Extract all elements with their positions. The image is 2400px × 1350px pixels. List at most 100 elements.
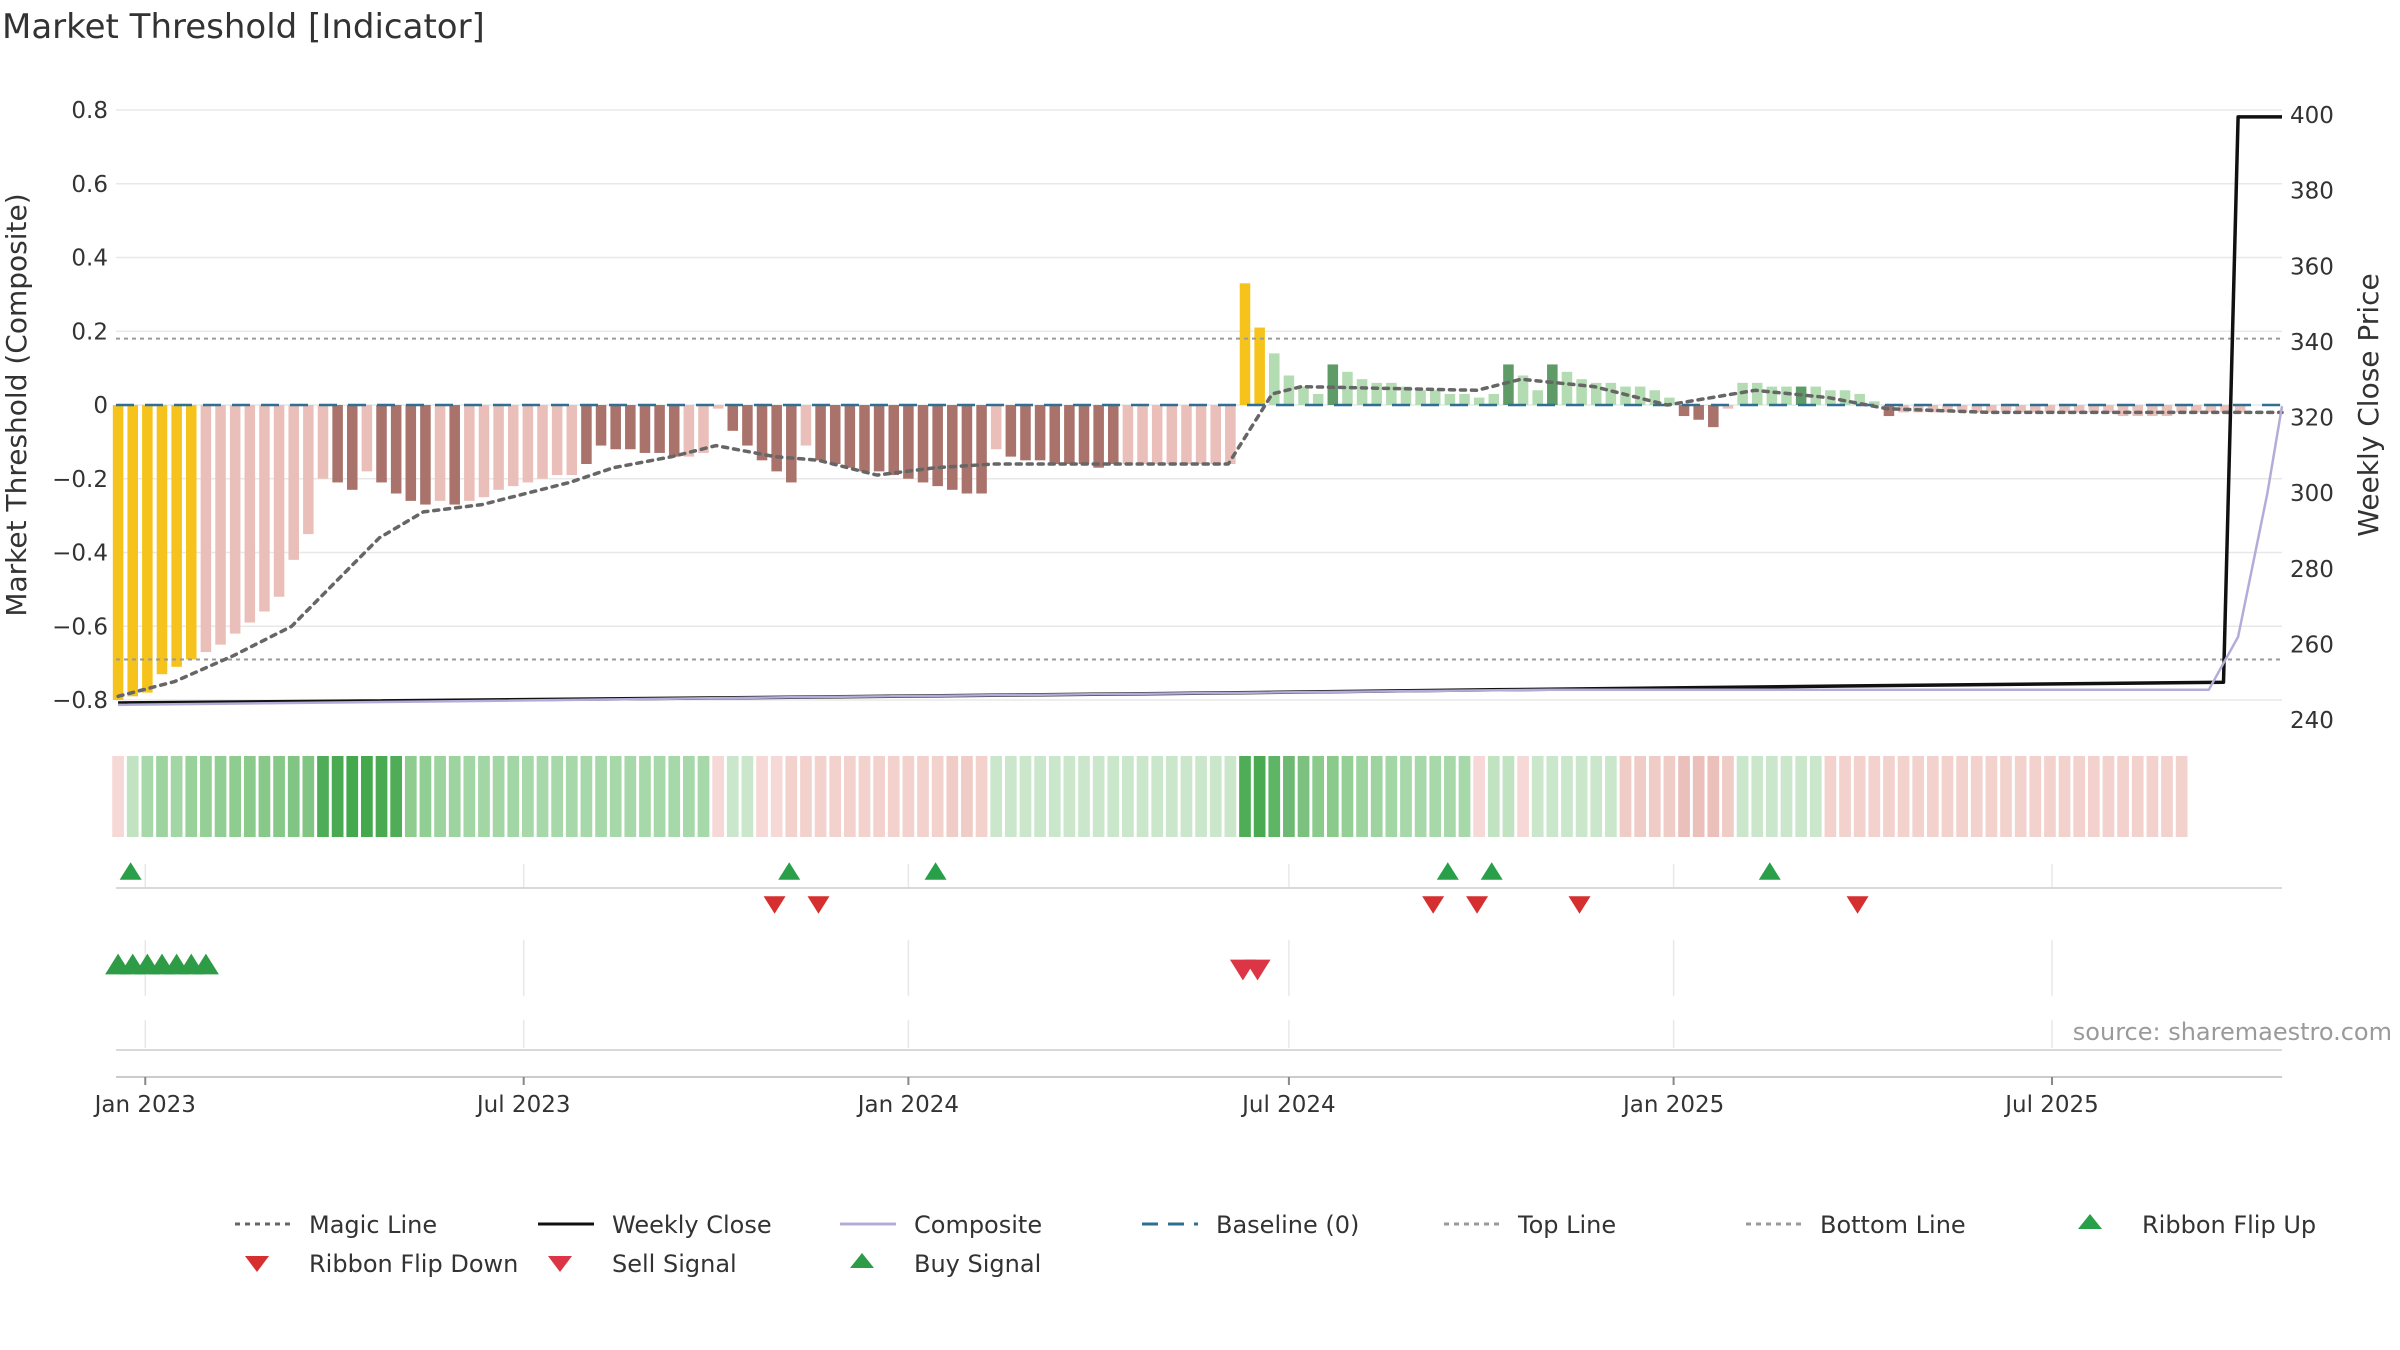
sell-signal-marker xyxy=(1244,959,1271,981)
ribbon-segment xyxy=(1634,756,1646,837)
ribbon-segment xyxy=(1663,756,1676,837)
legend-item-bottom-line: Bottom Line xyxy=(1746,1211,1966,1239)
composite-bar xyxy=(551,405,563,476)
composite-bar xyxy=(2205,405,2217,413)
composite-bar xyxy=(405,405,417,501)
ribbon-segment xyxy=(478,756,490,837)
ribbon-segment xyxy=(361,756,373,837)
ribbon-segment xyxy=(1590,756,1603,837)
composite-bar xyxy=(932,405,943,487)
ribbon-flip-down-marker xyxy=(807,896,830,914)
composite-bar xyxy=(346,405,358,490)
ribbon-segment xyxy=(1253,756,1266,837)
ribbon-segment xyxy=(2029,756,2042,837)
left-tick-label: 0.4 xyxy=(71,246,108,272)
composite-bar xyxy=(288,405,299,560)
ribbon-segment xyxy=(302,756,315,837)
composite-bar xyxy=(961,405,973,494)
ribbon-segment xyxy=(404,756,417,837)
composite-bar xyxy=(1634,386,1646,405)
signal-markers xyxy=(105,862,1869,981)
ribbon-segment xyxy=(126,756,139,837)
composite-bar xyxy=(1986,405,1997,413)
composite-bar xyxy=(1810,386,1822,405)
composite-bar xyxy=(1444,393,1456,405)
composite-bar xyxy=(976,405,987,494)
ribbon-segment xyxy=(1912,756,1925,837)
ribbon-segment xyxy=(273,756,285,837)
ribbon-segment xyxy=(1868,756,1881,837)
composite-bar xyxy=(888,405,900,476)
x-tick-label: Jan 2024 xyxy=(856,1092,959,1118)
ribbon-segment xyxy=(1326,756,1339,837)
ribbon-segment xyxy=(1722,756,1734,837)
ribbon-segment xyxy=(375,756,388,837)
ribbon-segment xyxy=(931,756,944,837)
legend-swatch xyxy=(245,1256,269,1272)
composite-bar xyxy=(654,405,665,453)
ribbon-segment xyxy=(1048,756,1061,837)
legend-item-sell-signal: Sell Signal xyxy=(548,1250,737,1278)
ribbon-segment xyxy=(1165,756,1178,837)
ribbon-flip-down-marker xyxy=(1846,896,1869,914)
ribbon-segment xyxy=(1092,756,1105,837)
ribbon-segment xyxy=(1531,756,1544,837)
right-tick-label: 320 xyxy=(2290,406,2334,432)
composite-bar xyxy=(1049,405,1061,464)
series-lines xyxy=(116,115,2284,707)
ribbon-segment xyxy=(1502,756,1515,837)
composite-bar xyxy=(2073,405,2085,413)
composite-bar xyxy=(1093,405,1104,468)
composite-bar xyxy=(1605,382,1617,405)
ribbon-segment xyxy=(2117,756,2129,837)
legend-label: Magic Line xyxy=(309,1211,437,1239)
ribbon-segment xyxy=(434,756,446,837)
ribbon-segment xyxy=(1487,756,1500,837)
composite-bar xyxy=(742,405,753,446)
composite-bar xyxy=(2234,405,2246,413)
ribbon-segment xyxy=(624,756,637,837)
legend-item-magic-line: Magic Line xyxy=(235,1211,437,1239)
composite-bar xyxy=(1137,405,1148,464)
composite-bar xyxy=(1400,386,1412,405)
ribbon-segment xyxy=(843,756,856,837)
ribbon-segment xyxy=(683,756,695,837)
composite-bar xyxy=(1020,405,1031,461)
ribbon-segment xyxy=(200,756,212,837)
ribbon-segment xyxy=(653,756,666,837)
ribbon-segment xyxy=(580,756,593,837)
x-tick-label: Jul 2024 xyxy=(1240,1092,1336,1118)
ribbon-segment xyxy=(1678,756,1690,837)
ribbon-segment xyxy=(1809,756,1822,837)
composite-bar xyxy=(947,405,958,490)
ribbon-flip-down-marker xyxy=(1422,896,1445,914)
composite-line xyxy=(118,405,2284,707)
ribbon-flip-up-marker xyxy=(778,862,801,880)
composite-bar xyxy=(1488,393,1500,405)
composite-bar xyxy=(1781,386,1792,405)
composite-bar xyxy=(1225,405,1236,464)
legend-label: Top Line xyxy=(1517,1211,1616,1239)
ribbon-segment xyxy=(1575,756,1588,837)
ribbon-segment xyxy=(565,756,578,837)
composite-bar xyxy=(1342,371,1353,405)
composite-bar xyxy=(800,405,812,446)
right-tick-label: 400 xyxy=(2290,103,2334,129)
composite-bar xyxy=(639,405,651,453)
ribbon-segment xyxy=(214,756,227,837)
legend-label: Bottom Line xyxy=(1820,1211,1966,1239)
legend-swatch xyxy=(850,1253,874,1268)
ribbon-flip-down-marker xyxy=(763,896,786,914)
composite-bar xyxy=(595,405,607,446)
ribbon-segment xyxy=(712,756,724,837)
ribbon-segment xyxy=(1780,756,1793,837)
ribbon-segment xyxy=(1751,756,1764,837)
composite-bar xyxy=(566,405,578,476)
left-tick-label: −0.2 xyxy=(52,467,108,493)
ribbon-segment xyxy=(1897,756,1910,837)
composite-bar xyxy=(2176,405,2187,413)
ribbon-segment xyxy=(346,756,359,837)
ribbon-segment xyxy=(595,756,607,837)
composite-bar xyxy=(2103,405,2114,413)
x-tick-label: Jan 2025 xyxy=(1621,1092,1724,1118)
